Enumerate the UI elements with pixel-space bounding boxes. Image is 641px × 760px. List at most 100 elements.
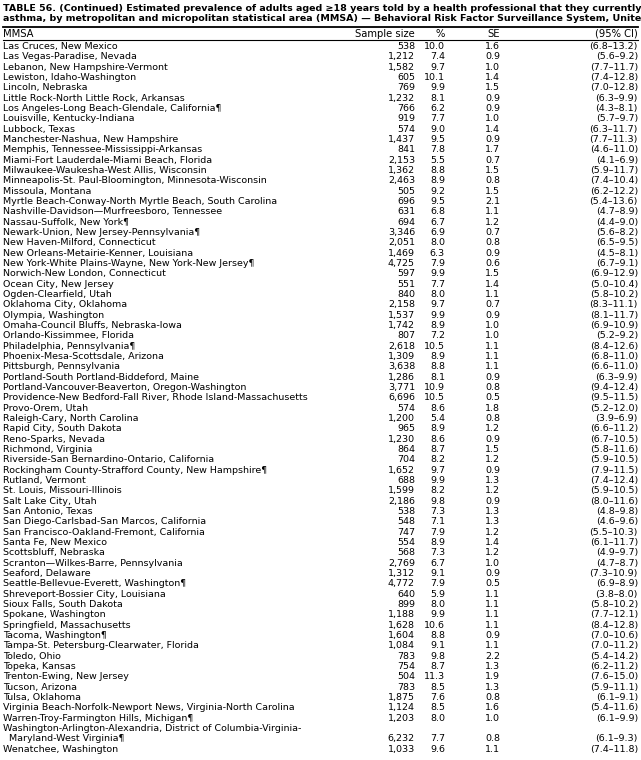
Text: TABLE 56. (Continued) Estimated prevalence of adults aged ≥18 years told by a he: TABLE 56. (Continued) Estimated prevalen…	[3, 4, 641, 13]
Text: (9.5–11.5): (9.5–11.5)	[590, 394, 638, 402]
Text: Reno-Sparks, Nevada: Reno-Sparks, Nevada	[3, 435, 105, 444]
Text: 841: 841	[397, 145, 415, 154]
Text: Nashville-Davidson—Murfreesboro, Tennessee: Nashville-Davidson—Murfreesboro, Tenness…	[3, 207, 222, 217]
Text: (4.7–8.9): (4.7–8.9)	[595, 207, 638, 217]
Text: 10.0: 10.0	[424, 42, 445, 51]
Text: 754: 754	[397, 662, 415, 671]
Text: (4.4–9.0): (4.4–9.0)	[595, 217, 638, 226]
Text: (7.4–10.4): (7.4–10.4)	[590, 176, 638, 185]
Text: 1.1: 1.1	[485, 621, 500, 630]
Text: 0.9: 0.9	[485, 135, 500, 144]
Text: 0.5: 0.5	[485, 394, 500, 402]
Text: 0.8: 0.8	[485, 176, 500, 185]
Text: Phoenix-Mesa-Scottsdale, Arizona: Phoenix-Mesa-Scottsdale, Arizona	[3, 352, 164, 361]
Text: 694: 694	[397, 217, 415, 226]
Text: San Antonio, Texas: San Antonio, Texas	[3, 507, 93, 516]
Text: 9.9: 9.9	[430, 476, 445, 485]
Text: 1.2: 1.2	[485, 217, 500, 226]
Text: 2,769: 2,769	[388, 559, 415, 568]
Text: 0.9: 0.9	[485, 249, 500, 258]
Text: (4.7–8.7): (4.7–8.7)	[595, 559, 638, 568]
Text: (6.1–11.7): (6.1–11.7)	[590, 538, 638, 547]
Text: Tulsa, Oklahoma: Tulsa, Oklahoma	[3, 693, 81, 702]
Text: 640: 640	[397, 590, 415, 599]
Text: Nassau-Suffolk, New York¶: Nassau-Suffolk, New York¶	[3, 217, 129, 226]
Text: Rockingham County-Strafford County, New Hampshire¶: Rockingham County-Strafford County, New …	[3, 466, 267, 475]
Text: 1.3: 1.3	[485, 518, 500, 527]
Text: Seaford, Delaware: Seaford, Delaware	[3, 569, 90, 578]
Text: (5.8–11.6): (5.8–11.6)	[590, 445, 638, 454]
Text: 1.6: 1.6	[485, 703, 500, 712]
Text: 8.1: 8.1	[430, 93, 445, 103]
Text: 965: 965	[397, 424, 415, 433]
Text: 6.2: 6.2	[430, 104, 445, 113]
Text: 1,232: 1,232	[388, 93, 415, 103]
Text: 597: 597	[397, 269, 415, 278]
Text: (6.3–9.9): (6.3–9.9)	[595, 372, 638, 382]
Text: 9.5: 9.5	[430, 135, 445, 144]
Text: (4.5–8.1): (4.5–8.1)	[595, 249, 638, 258]
Text: 9.9: 9.9	[430, 610, 445, 619]
Text: 704: 704	[397, 455, 415, 464]
Text: 5.9: 5.9	[430, 590, 445, 599]
Text: 0.7: 0.7	[485, 156, 500, 165]
Text: 4,725: 4,725	[388, 259, 415, 268]
Text: (6.8–13.2): (6.8–13.2)	[590, 42, 638, 51]
Text: 1,437: 1,437	[388, 135, 415, 144]
Text: 1.1: 1.1	[485, 600, 500, 609]
Text: Las Cruces, New Mexico: Las Cruces, New Mexico	[3, 42, 118, 51]
Text: 1.7: 1.7	[485, 145, 500, 154]
Text: (6.9–12.9): (6.9–12.9)	[590, 269, 638, 278]
Text: 8.2: 8.2	[430, 455, 445, 464]
Text: Richmond, Virginia: Richmond, Virginia	[3, 445, 92, 454]
Text: Trenton-Ewing, New Jersey: Trenton-Ewing, New Jersey	[3, 673, 129, 681]
Text: 7.3: 7.3	[430, 548, 445, 557]
Text: Ogden-Clearfield, Utah: Ogden-Clearfield, Utah	[3, 290, 112, 299]
Text: 1.4: 1.4	[485, 125, 500, 134]
Text: 1,469: 1,469	[388, 249, 415, 258]
Text: MMSA: MMSA	[3, 29, 33, 39]
Text: (7.0–12.8): (7.0–12.8)	[590, 84, 638, 92]
Text: (7.0–11.2): (7.0–11.2)	[590, 641, 638, 651]
Text: 9.9: 9.9	[430, 311, 445, 320]
Text: (7.0–10.6): (7.0–10.6)	[590, 631, 638, 640]
Text: 1,628: 1,628	[388, 621, 415, 630]
Text: New Haven-Milford, Connecticut: New Haven-Milford, Connecticut	[3, 239, 156, 247]
Text: Pittsburgh, Pennsylvania: Pittsburgh, Pennsylvania	[3, 363, 120, 372]
Text: Memphis, Tennessee-Mississippi-Arkansas: Memphis, Tennessee-Mississippi-Arkansas	[3, 145, 203, 154]
Text: (6.6–11.2): (6.6–11.2)	[590, 424, 638, 433]
Text: 10.9: 10.9	[424, 383, 445, 392]
Text: 1.1: 1.1	[485, 590, 500, 599]
Text: Provo-Orem, Utah: Provo-Orem, Utah	[3, 404, 88, 413]
Text: 3,638: 3,638	[388, 363, 415, 372]
Text: 504: 504	[397, 673, 415, 681]
Text: 0.9: 0.9	[485, 569, 500, 578]
Text: 4,772: 4,772	[388, 579, 415, 588]
Text: (3.8–8.0): (3.8–8.0)	[595, 590, 638, 599]
Text: (8.0–11.6): (8.0–11.6)	[590, 497, 638, 505]
Text: 7.2: 7.2	[430, 331, 445, 340]
Text: 1,200: 1,200	[388, 414, 415, 423]
Text: (5.6–8.2): (5.6–8.2)	[595, 228, 638, 237]
Text: Lewiston, Idaho-Washington: Lewiston, Idaho-Washington	[3, 73, 136, 82]
Text: 1,537: 1,537	[388, 311, 415, 320]
Text: 10.6: 10.6	[424, 621, 445, 630]
Text: Scranton—Wilkes-Barre, Pennsylvania: Scranton—Wilkes-Barre, Pennsylvania	[3, 559, 183, 568]
Text: (7.6–15.0): (7.6–15.0)	[590, 673, 638, 681]
Text: 9.7: 9.7	[430, 300, 445, 309]
Text: (6.1–9.3): (6.1–9.3)	[595, 734, 638, 743]
Text: 1,203: 1,203	[388, 714, 415, 723]
Text: 1.0: 1.0	[485, 114, 500, 123]
Text: (5.9–10.5): (5.9–10.5)	[590, 455, 638, 464]
Text: Santa Fe, New Mexico: Santa Fe, New Mexico	[3, 538, 107, 547]
Text: 8.9: 8.9	[430, 424, 445, 433]
Text: 1.4: 1.4	[485, 538, 500, 547]
Text: 9.0: 9.0	[430, 125, 445, 134]
Text: Seattle-Bellevue-Everett, Washington¶: Seattle-Bellevue-Everett, Washington¶	[3, 579, 186, 588]
Text: (9.4–12.4): (9.4–12.4)	[590, 383, 638, 392]
Text: 10.5: 10.5	[424, 342, 445, 350]
Text: Los Angeles-Long Beach-Glendale, California¶: Los Angeles-Long Beach-Glendale, Califor…	[3, 104, 221, 113]
Text: (6.9–8.9): (6.9–8.9)	[595, 579, 638, 588]
Text: Newark-Union, New Jersey-Pennsylvania¶: Newark-Union, New Jersey-Pennsylvania¶	[3, 228, 200, 237]
Text: 1.2: 1.2	[485, 455, 500, 464]
